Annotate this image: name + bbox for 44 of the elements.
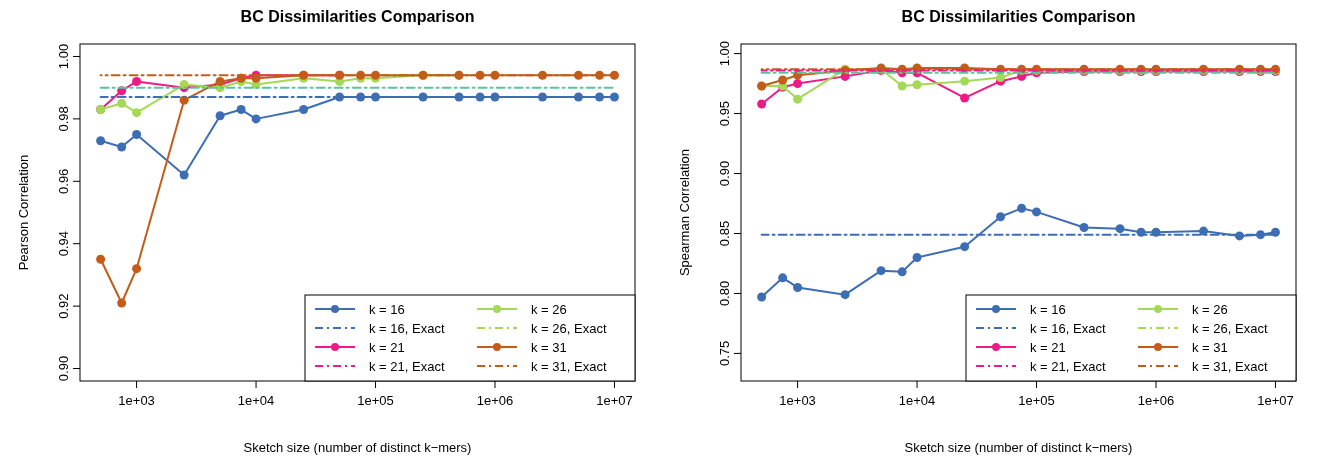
- x-tick-label: 1e+04: [237, 393, 275, 408]
- legend-label: k = 21, Exact: [369, 359, 445, 374]
- y-tick-label: 0.90: [717, 160, 732, 187]
- legend-label: k = 26, Exact: [1192, 321, 1268, 336]
- y-tick-label: 1.00: [717, 40, 732, 67]
- y-tick-label: 0.90: [56, 355, 71, 382]
- legend-label: k = 31: [531, 340, 567, 355]
- legend-label: k = 16: [1030, 302, 1066, 317]
- legend-label: k = 31: [1192, 340, 1228, 355]
- legend-label: k = 21: [1030, 340, 1066, 355]
- x-tick-label: 1e+07: [596, 393, 633, 408]
- legend-label: k = 16: [369, 302, 405, 317]
- x-tick-label: 1e+06: [476, 393, 514, 408]
- legend-label: k = 26: [1192, 302, 1228, 317]
- x-tick-label: 1e+06: [1137, 393, 1175, 408]
- x-tick-label: 1e+05: [357, 393, 394, 408]
- legend-label: k = 16, Exact: [369, 321, 445, 336]
- y-tick-label: 0.95: [717, 100, 732, 127]
- x-axis-title: Sketch size (number of distinct k−mers): [904, 440, 1133, 455]
- y-tick-label: 0.96: [56, 168, 71, 194]
- legend-label: k = 21: [369, 340, 405, 355]
- chart-title: BC Dissimilarities Comparison: [240, 8, 475, 25]
- y-tick-label: 0.98: [56, 106, 71, 132]
- legend-label: k = 26, Exact: [531, 321, 607, 336]
- y-tick-label: 0.80: [717, 280, 732, 307]
- legend-label: k = 21, Exact: [1030, 359, 1106, 374]
- y-tick-label: 1.00: [56, 43, 71, 70]
- y-tick-label: 0.92: [56, 293, 71, 319]
- legend-label: k = 31, Exact: [1192, 359, 1268, 374]
- x-tick-label: 1e+03: [118, 393, 155, 408]
- x-tick-label: 1e+05: [1018, 393, 1055, 408]
- x-tick-label: 1e+04: [898, 393, 936, 408]
- y-tick-label: 0.94: [56, 231, 71, 257]
- legend-label: k = 16, Exact: [1030, 321, 1106, 336]
- legend-label: k = 31, Exact: [531, 359, 607, 374]
- legend-label: k = 26: [531, 302, 567, 317]
- x-axis-title: Sketch size (number of distinct k−mers): [243, 440, 472, 455]
- y-axis-title: Spearman Correlation: [677, 148, 692, 277]
- chart-title: BC Dissimilarities Comparison: [901, 8, 1136, 25]
- y-axis-title: Pearson Correlation: [16, 154, 31, 271]
- x-tick-label: 1e+03: [779, 393, 816, 408]
- x-tick-label: 1e+07: [1257, 393, 1294, 408]
- y-tick-label: 0.75: [717, 340, 732, 367]
- y-tick-label: 0.85: [717, 220, 732, 247]
